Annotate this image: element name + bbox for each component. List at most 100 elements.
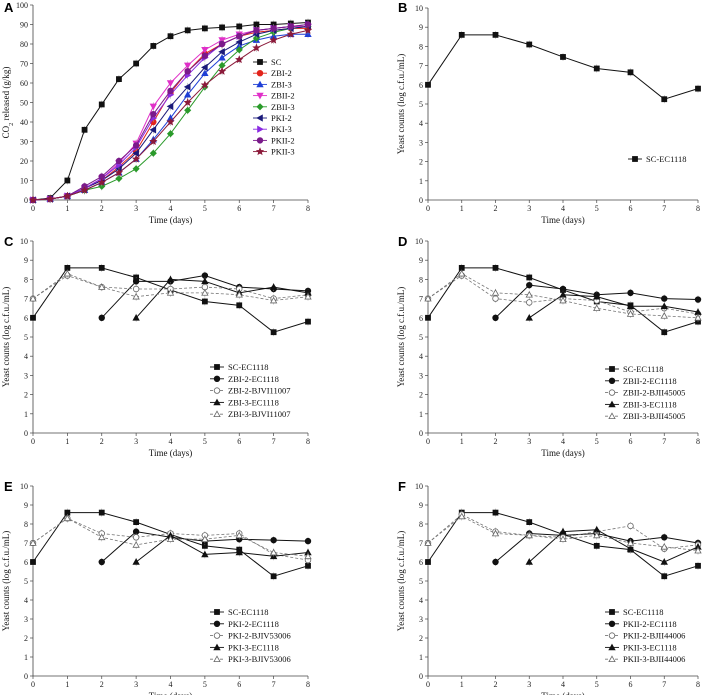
- y-axis-label: Yeast counts (log c.f.u./mL): [396, 54, 406, 155]
- x-tick-label: 0: [31, 204, 35, 213]
- data-point: [269, 35, 278, 44]
- panel-letter: B: [398, 0, 407, 15]
- x-tick-label: 2: [494, 437, 498, 446]
- y-tick-label: 4: [419, 352, 423, 361]
- x-tick-label: 5: [595, 680, 599, 689]
- y-tick-label: 10: [20, 177, 28, 186]
- data-point: [219, 24, 225, 31]
- data-point: [660, 302, 668, 310]
- data-point: [492, 31, 499, 38]
- legend-marker: [256, 69, 264, 77]
- y-tick-label: 0: [24, 196, 28, 205]
- data-point: [304, 552, 312, 560]
- y-tick-label: 2: [419, 391, 423, 400]
- y-tick-label: 6: [419, 81, 423, 90]
- data-point: [525, 313, 533, 321]
- data-point: [626, 302, 635, 310]
- y-tick-label: 40: [20, 118, 28, 127]
- series-line: [135, 278, 309, 319]
- data-point: [116, 76, 122, 82]
- data-point: [149, 149, 157, 157]
- data-point: [287, 23, 295, 30]
- x-tick-label: 1: [65, 680, 69, 689]
- legend-label: ZBI-3-EC1118: [228, 397, 279, 407]
- chart-panel-f: F 0 1 2 3 4 5 6 7 8 0 1 2 3 4 5 6 7 8 9 10 Time (days) Yeast c…: [396, 479, 702, 695]
- data-point: [98, 509, 105, 516]
- data-point: [491, 529, 500, 537]
- legend-label: SC-EC1118: [646, 154, 686, 164]
- x-axis-label: Time (days): [541, 448, 584, 458]
- x-tick-label: 7: [662, 680, 666, 689]
- data-point: [491, 289, 500, 296]
- y-tick-label: 1: [419, 410, 423, 419]
- legend-label: ZBI-3-BJVI11007: [228, 409, 290, 419]
- x-tick-label: 8: [306, 204, 310, 213]
- y-axis-label: Yeast counts (log c.f.u./mL): [396, 287, 406, 388]
- legend-label: PKII-3: [271, 147, 295, 157]
- data-point: [269, 296, 278, 304]
- y-tick-label: 2: [419, 158, 423, 167]
- data-point: [303, 25, 313, 34]
- data-point: [29, 539, 37, 546]
- series-line: [427, 34, 699, 100]
- data-point: [694, 546, 702, 554]
- y-tick-label: 4: [24, 352, 28, 361]
- data-point: [661, 96, 668, 103]
- x-tick-label: 3: [527, 680, 531, 689]
- x-tick-label: 5: [203, 437, 207, 446]
- y-tick-label: 4: [419, 119, 423, 128]
- data-point: [661, 534, 668, 541]
- data-point: [98, 264, 105, 271]
- legend-marker: [257, 59, 263, 65]
- data-point: [132, 142, 140, 149]
- x-tick-label: 5: [203, 204, 207, 213]
- data-point: [132, 541, 140, 548]
- data-point: [30, 559, 36, 565]
- chart-panel-d: D 0 1 2 3 4 5 6 7 8 0 1 2 3 4 5 6 7 8 9 10 Time (days) Yeast c…: [396, 234, 702, 458]
- legend-marker: [608, 655, 616, 662]
- y-tick-label: 10: [20, 237, 28, 246]
- data-point: [492, 314, 499, 321]
- data-point: [235, 46, 243, 54]
- data-point: [28, 195, 38, 204]
- data-point: [235, 55, 244, 64]
- x-tick-label: 5: [595, 204, 599, 213]
- x-tick-label: 7: [272, 437, 276, 446]
- y-tick-label: 5: [24, 333, 28, 342]
- data-point: [166, 130, 175, 138]
- data-point: [593, 292, 601, 300]
- legend-label: SC-EC1118: [228, 362, 268, 372]
- x-tick-label: 8: [696, 204, 700, 213]
- data-point: [235, 38, 243, 46]
- data-point: [525, 558, 533, 565]
- data-point: [269, 548, 278, 556]
- legend-label: ZBII-2-BJII45005: [623, 388, 685, 398]
- data-point: [218, 48, 225, 56]
- y-tick-label: 80: [20, 40, 28, 49]
- y-tick-label: 1: [419, 653, 423, 662]
- legend-marker: [608, 400, 616, 408]
- data-point: [183, 83, 191, 91]
- series-line: [135, 534, 309, 563]
- x-tick-label: 0: [426, 204, 430, 213]
- legend-label: PKI-3-EC1118: [228, 642, 279, 652]
- data-point: [166, 289, 175, 296]
- legend-marker: [257, 125, 264, 133]
- legend-marker: [256, 137, 264, 144]
- series-line: [32, 22, 309, 201]
- series-line: [32, 25, 308, 201]
- data-point: [150, 43, 157, 49]
- data-point: [201, 69, 209, 77]
- legend-label: ZBI-2: [271, 68, 292, 78]
- legend-marker: [213, 387, 221, 394]
- y-tick-label: 7: [24, 539, 28, 548]
- data-point: [98, 533, 106, 541]
- legend-marker: [608, 389, 616, 396]
- y-tick-label: 1: [419, 177, 423, 186]
- x-tick-label: 4: [561, 204, 565, 213]
- data-point: [218, 53, 226, 61]
- legend-label: SC-EC1118: [623, 607, 663, 617]
- data-point: [660, 558, 668, 565]
- data-point: [458, 269, 466, 277]
